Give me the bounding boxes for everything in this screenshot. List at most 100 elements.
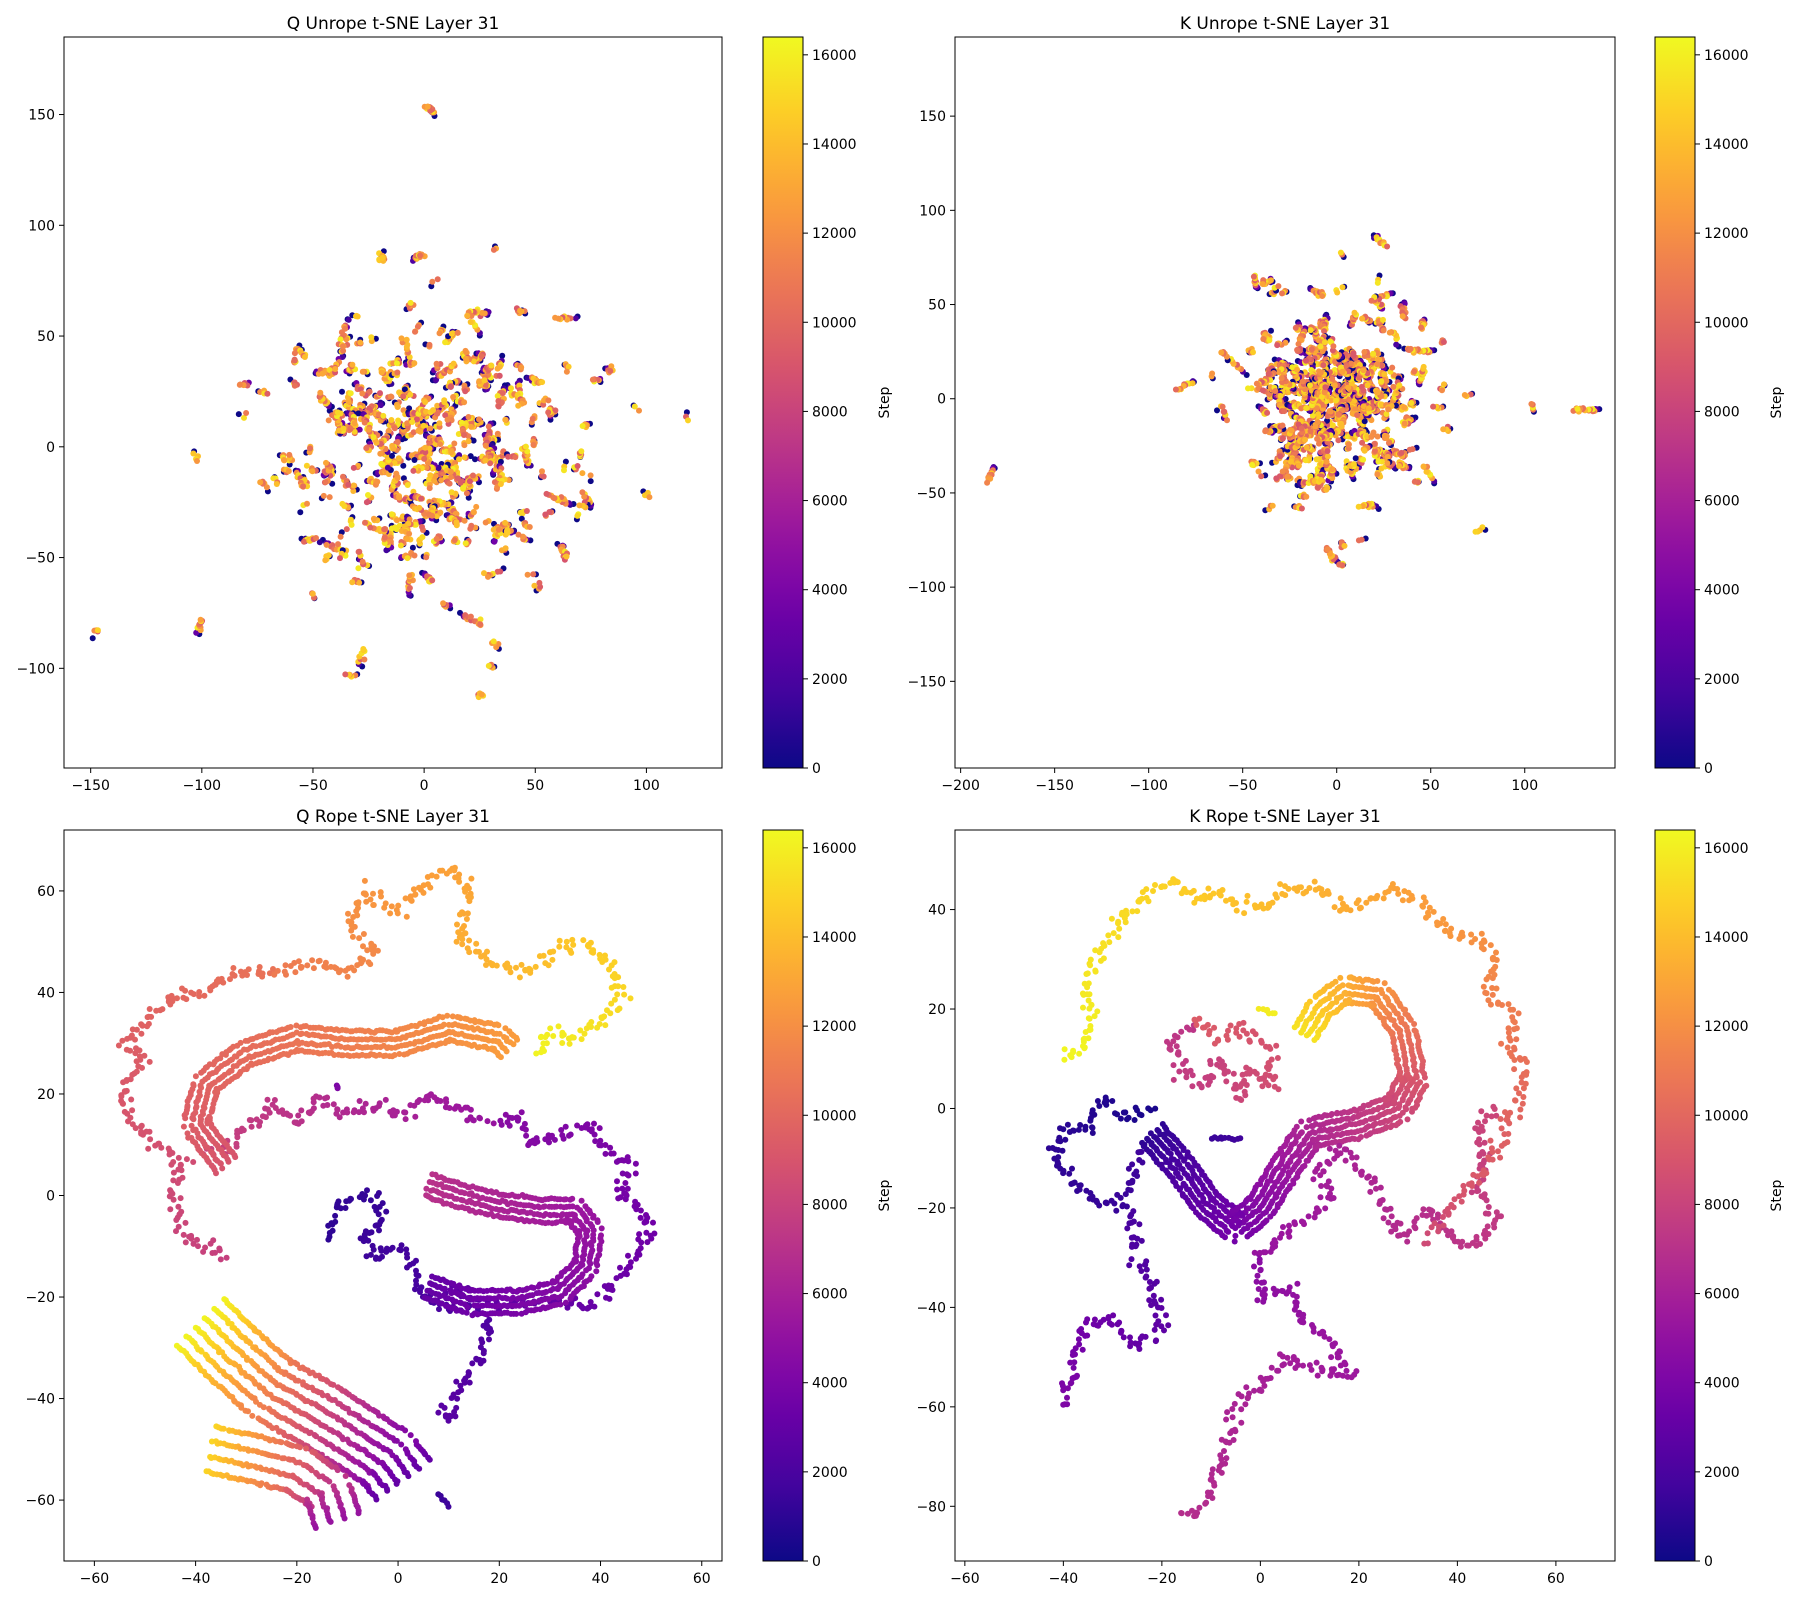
scatter-point (349, 361, 356, 368)
scatter-point (1329, 422, 1336, 429)
colorbar-tick-label: 2000 (812, 672, 848, 688)
scatter-point (1308, 346, 1315, 353)
scatter-point (380, 412, 387, 419)
scatter-point (1275, 283, 1282, 290)
scatter-point (1214, 407, 1220, 414)
scatter-point (1219, 403, 1226, 410)
scatter-point (444, 416, 451, 423)
scatter-point (579, 489, 586, 496)
scatter-point (270, 475, 277, 482)
scatter-point (541, 397, 547, 404)
scatter-point (589, 376, 596, 383)
y-tick-label: 150 (28, 108, 55, 124)
scatter-point (494, 568, 501, 575)
scatter-point (1393, 341, 1400, 348)
scatter-point (374, 478, 381, 485)
scatter-point (381, 526, 388, 533)
scatter-point (460, 484, 467, 491)
scatter-point (1399, 313, 1406, 320)
scatter-point (1209, 370, 1216, 377)
scatter-point (515, 531, 522, 538)
scatter-point (1329, 466, 1336, 473)
scatter-point (1378, 401, 1385, 408)
scatter-point (1245, 385, 1251, 392)
scatter-point (1320, 362, 1327, 369)
scatter-point (1303, 357, 1309, 364)
scatter-point (1324, 417, 1330, 424)
scatter-point (470, 437, 477, 444)
scatter-point (530, 441, 537, 448)
scatter-point (529, 415, 536, 422)
scatter-point (1368, 417, 1375, 424)
scatter-point (345, 481, 352, 488)
scatter-point (482, 519, 489, 526)
scatter-point (587, 478, 594, 485)
scatter-point (367, 524, 374, 531)
scatter-point (1299, 378, 1306, 385)
scatter-point (1365, 405, 1372, 412)
scatter-point (273, 481, 280, 487)
scatter-point (1331, 382, 1338, 389)
scatter-point (406, 572, 413, 579)
scatter-point (1343, 458, 1350, 465)
scatter-point (1401, 420, 1408, 427)
scatter-point (394, 439, 401, 446)
scatter-point (1249, 461, 1256, 468)
scatter-point (447, 474, 454, 481)
scatter-point (1345, 441, 1352, 448)
scatter-point (419, 534, 426, 541)
scatter-point (384, 464, 391, 471)
scatter-point (404, 555, 411, 562)
scatter-point (450, 394, 457, 400)
scatter-point (429, 512, 436, 519)
scatter-point (545, 409, 552, 416)
scatter-point (1250, 273, 1257, 280)
scatter-point (1371, 441, 1378, 447)
scatter-point (280, 457, 287, 463)
scatter-point (355, 548, 362, 555)
scatter-point (361, 656, 368, 663)
scatter-point (410, 467, 417, 474)
scatter-point (418, 495, 425, 502)
scatter-point (1361, 349, 1368, 355)
scatter-point (442, 339, 449, 346)
scatter-point (485, 423, 492, 430)
scatter-point (1528, 401, 1535, 407)
scatter-point (607, 368, 614, 374)
scatter-point (518, 364, 525, 371)
scatter-point (1262, 428, 1269, 435)
scatter-point (487, 460, 494, 467)
scatter-point (379, 254, 386, 261)
scatter-point (411, 552, 418, 559)
scatter-point (316, 539, 323, 546)
scatter-point (1359, 315, 1366, 322)
scatter-point (378, 460, 385, 467)
scatter-point (1384, 293, 1390, 300)
scatter-point (1420, 463, 1427, 470)
scatter-point (1393, 402, 1399, 409)
scatter-point (1259, 281, 1266, 288)
scatter-point (394, 360, 400, 367)
scatter-point (1295, 341, 1302, 347)
x-tick-label: −150 (71, 778, 109, 794)
scatter-point (1279, 422, 1286, 429)
scatter-point (1378, 393, 1385, 400)
scatter-point (1440, 339, 1447, 345)
colorbar-label: Step (877, 386, 893, 418)
scatter-point (470, 509, 477, 515)
scatter-point (436, 420, 443, 427)
scatter-point (89, 635, 96, 642)
scatter-point (1329, 376, 1336, 382)
scatter-point (356, 426, 363, 433)
scatter-point (426, 341, 433, 348)
scatter-point (1314, 435, 1321, 442)
scatter-point (432, 473, 439, 480)
scatter-point (1298, 505, 1305, 512)
scatter-point (477, 616, 484, 623)
scatter-point (1220, 408, 1227, 415)
scatter-point (400, 393, 407, 400)
scatter-point (197, 616, 204, 623)
scatter-point (424, 103, 431, 110)
scatter-point (499, 390, 506, 397)
scatter-point (515, 402, 522, 409)
